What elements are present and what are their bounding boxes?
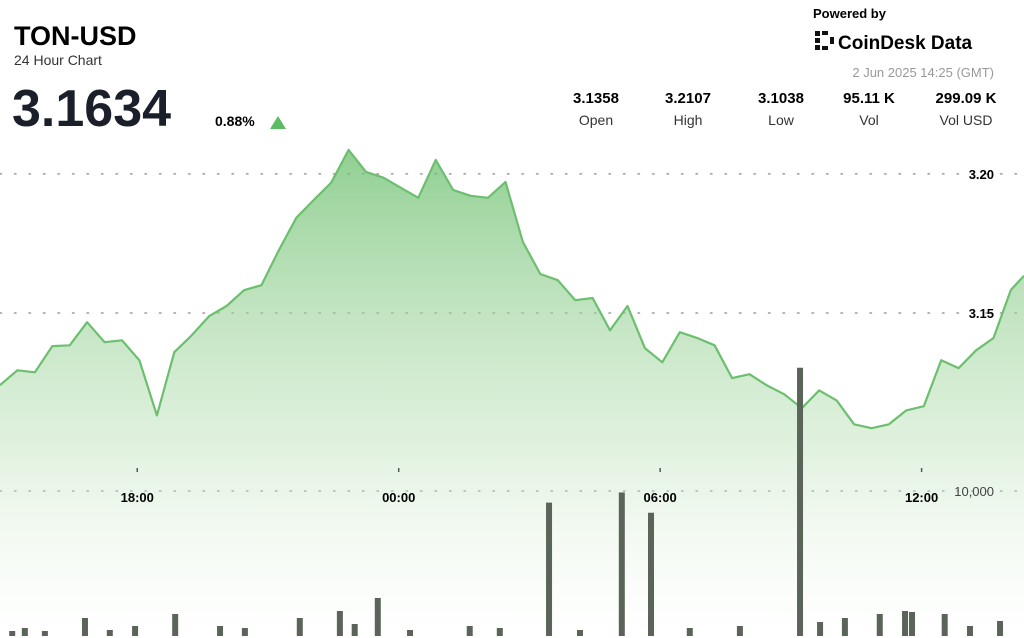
symbol: TON-USD — [14, 21, 137, 51]
volume-bar — [648, 512, 655, 636]
volume-bar — [496, 627, 503, 636]
y-tick-label: 3.15 — [969, 306, 994, 321]
volume-bar — [217, 625, 224, 636]
x-tick-label: 18:00 — [121, 490, 154, 505]
volume-bar — [21, 627, 28, 636]
brand-logo — [815, 31, 834, 50]
change: 0.88% — [215, 113, 255, 129]
volume-bar — [576, 629, 583, 636]
x-tick-label: 12:00 — [905, 490, 938, 505]
volume-bar — [172, 613, 179, 636]
x-tick-label: 00:00 — [382, 490, 415, 505]
overlay: 3.20 3.15 10,000 18:00 00:00 06:00 12:00 — [9, 167, 1004, 636]
brand: CoinDesk Data — [838, 33, 973, 54]
stat-label: Open — [579, 112, 613, 128]
volume-bar — [374, 597, 381, 636]
timestamp: 2 Jun 2025 14:25 (GMT) — [852, 65, 994, 80]
volume-bar — [817, 621, 824, 636]
volume-bar — [407, 629, 414, 636]
volume-bar — [466, 625, 473, 636]
stat-value: 299.09 K — [936, 90, 997, 107]
volume-bar — [618, 492, 625, 636]
stat-value: 3.2107 — [665, 90, 711, 107]
volume-bar — [841, 617, 848, 636]
subtitle: 24 Hour Chart — [14, 52, 102, 68]
volume-bar — [941, 613, 948, 636]
plot-area — [0, 148, 1024, 638]
price-line — [0, 148, 1024, 430]
stat-value: 3.1038 — [758, 90, 804, 107]
volume-bar — [41, 630, 48, 636]
volume-bar — [106, 629, 113, 636]
volume-bar — [9, 630, 16, 636]
stat-value: 95.11 K — [843, 90, 895, 107]
x-tick-label: 06:00 — [644, 490, 677, 505]
stat-label: Vol — [859, 112, 878, 128]
volume-bar — [966, 625, 973, 636]
volume-bar — [909, 611, 916, 636]
volume-bar — [336, 610, 343, 636]
y-tick-label: 3.20 — [969, 167, 994, 182]
volume-bar — [876, 613, 883, 636]
volume-bar — [351, 623, 358, 636]
price: 3.1634 — [12, 80, 171, 138]
volume-bar — [997, 620, 1004, 636]
y2-tick-label: 10,000 — [954, 484, 994, 499]
stat-label: Vol USD — [940, 112, 993, 128]
volume-bar — [736, 625, 743, 636]
price-area — [0, 149, 1024, 638]
volume-bar — [546, 502, 553, 636]
up-arrow — [270, 116, 286, 129]
stat-label: High — [674, 112, 703, 128]
volume-bar — [241, 627, 248, 636]
volume-bar — [902, 610, 909, 636]
powered-by: Powered by — [813, 6, 887, 21]
stat-value: 3.1358 — [573, 90, 619, 107]
volume-bar — [296, 617, 303, 636]
volume-bar — [686, 627, 693, 636]
volume-bar — [132, 625, 139, 636]
stat-label: Low — [768, 112, 795, 128]
stats: 3.1358 Open 3.2107 High 3.1038 Low 95.11 K Vol 2… — [573, 90, 997, 128]
volume-bar — [81, 617, 88, 636]
volume-bar — [797, 367, 804, 636]
